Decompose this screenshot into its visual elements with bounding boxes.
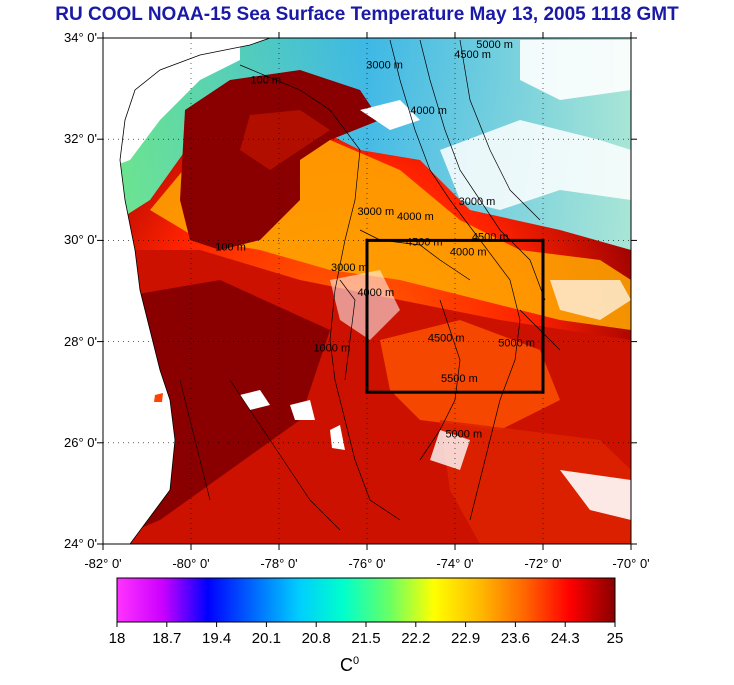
contour-label: 3000 m xyxy=(366,59,403,71)
lat-tick-label: 24° 0' xyxy=(64,536,97,551)
contour-label: 4000 m xyxy=(397,211,434,223)
lon-tick-label: -78° 0' xyxy=(260,556,298,571)
colorbar xyxy=(116,577,616,623)
unit-superscript: 0 xyxy=(353,655,360,667)
lon-tick-label: -82° 0' xyxy=(84,556,122,571)
colorbar-tick-label: 24.3 xyxy=(550,630,580,647)
lat-tick-label: 32° 0' xyxy=(64,131,97,147)
lat-tick-label: 34° 0' xyxy=(64,30,97,45)
colorbar-tick-label: 22.9 xyxy=(450,630,481,647)
colorbar-tick-label: 21.5 xyxy=(351,630,381,647)
colorbar-tick-label: 20.1 xyxy=(251,630,281,647)
lon-tick-label: -74° 0' xyxy=(436,556,474,571)
sst-field xyxy=(103,38,631,544)
colorbar-tick-label: 19.4 xyxy=(201,630,232,647)
colorbar-tick-label: 25 xyxy=(606,630,624,647)
colorbar-tick-label: 20.8 xyxy=(301,630,331,647)
contour-label: 5000 m xyxy=(476,39,513,51)
contour-label: 4000 m xyxy=(410,105,447,117)
map-title: RU COOL NOAA-15 Sea Surface Temperature … xyxy=(55,4,679,25)
colorbar-tick-label: 18.7 xyxy=(152,630,182,647)
unit-label: C xyxy=(340,655,353,675)
colorbar-ticks xyxy=(116,622,616,627)
colorbar-tick-label: 18 xyxy=(108,630,126,647)
contour-label: 4000 m xyxy=(357,287,394,299)
contour-label: 5000 m xyxy=(498,338,535,350)
contour-label: 1000 m xyxy=(313,343,350,355)
lon-tick-label: -76° 0' xyxy=(348,556,386,571)
study-area-box xyxy=(365,238,545,394)
contour-label: 3000 m xyxy=(459,196,496,208)
lat-tick-label: 26° 0' xyxy=(64,434,97,450)
colorbar-unit: C0 xyxy=(340,655,359,676)
colorbar-tick-label: 22.2 xyxy=(401,630,431,647)
contour-label: 100 m xyxy=(251,75,282,87)
contour-label: 4500 m xyxy=(454,49,491,61)
axis-ticks xyxy=(97,32,637,550)
colorbar-tick-label: 23.6 xyxy=(500,630,530,647)
lat-tick-label: 28° 0' xyxy=(64,333,97,349)
lon-tick-label: -70° 0' xyxy=(612,556,650,571)
contour-label: 4000 m xyxy=(450,247,487,259)
contour-label: 5000 m xyxy=(445,429,482,441)
contour-label: 5500 m xyxy=(441,373,478,385)
contour-label: 4500 m xyxy=(406,236,443,248)
lon-tick-label: -72° 0' xyxy=(524,556,562,571)
contour-label: 100 m xyxy=(215,242,246,254)
contour-label: 3000 m xyxy=(331,262,368,274)
contour-label: 4500 m xyxy=(428,333,465,345)
lat-tick-label: 30° 0' xyxy=(64,232,97,248)
lon-tick-label: -80° 0' xyxy=(172,556,210,571)
contour-label: 3000 m xyxy=(357,206,394,218)
